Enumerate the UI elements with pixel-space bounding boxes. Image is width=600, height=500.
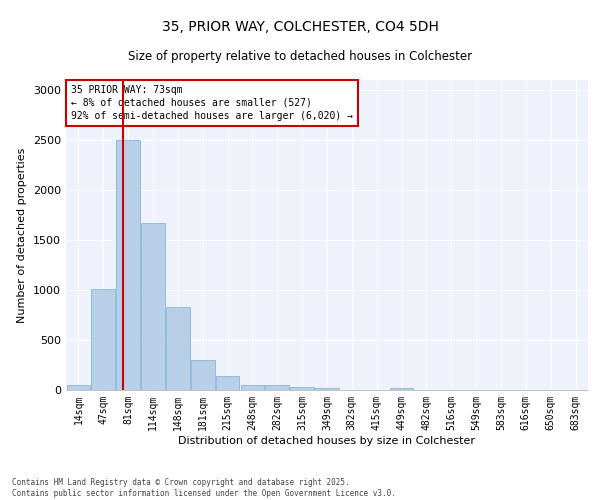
Bar <box>315 388 339 390</box>
Bar <box>390 388 413 390</box>
Bar <box>116 140 140 390</box>
Text: Size of property relative to detached houses in Colchester: Size of property relative to detached ho… <box>128 50 472 63</box>
X-axis label: Distribution of detached houses by size in Colchester: Distribution of detached houses by size … <box>179 436 476 446</box>
Bar <box>67 384 90 390</box>
Bar <box>290 387 314 390</box>
Bar <box>141 223 165 390</box>
Bar <box>91 289 115 390</box>
Text: Contains HM Land Registry data © Crown copyright and database right 2025.
Contai: Contains HM Land Registry data © Crown c… <box>12 478 396 498</box>
Text: 35, PRIOR WAY, COLCHESTER, CO4 5DH: 35, PRIOR WAY, COLCHESTER, CO4 5DH <box>161 20 439 34</box>
Bar <box>241 385 264 390</box>
Bar <box>265 385 289 390</box>
Text: 35 PRIOR WAY: 73sqm
← 8% of detached houses are smaller (527)
92% of semi-detach: 35 PRIOR WAY: 73sqm ← 8% of detached hou… <box>71 84 353 121</box>
Bar <box>216 376 239 390</box>
Y-axis label: Number of detached properties: Number of detached properties <box>17 148 28 322</box>
Bar <box>166 307 190 390</box>
Bar <box>191 360 215 390</box>
